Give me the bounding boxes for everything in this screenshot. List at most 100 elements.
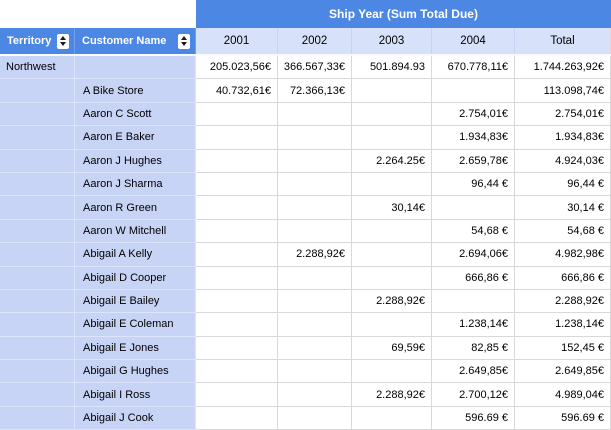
- value-cell-total: 666,86 €: [515, 266, 611, 290]
- value-cell-2001: [196, 149, 278, 173]
- value-cell-2004: 54,68 €: [432, 219, 515, 244]
- value-cell-2001: [196, 336, 278, 361]
- value-cell-2003: 501.894.93: [352, 56, 432, 80]
- table-row: Aaron W Mitchell 54,68 € 54,68 €: [0, 219, 611, 244]
- table-row: Aaron R Green 30,14€ 30,14 €: [0, 196, 611, 220]
- value-cell-total: 1.934,83€: [515, 126, 611, 150]
- table-row: A Bike Store 40.732,61€ 72.366,13€ 113.0…: [0, 79, 611, 103]
- territory-cell: [0, 219, 75, 244]
- territory-cell: [0, 360, 75, 384]
- value-cell-2002: [278, 219, 352, 244]
- table-row: Aaron C Scott 2.754,01€ 2.754,01€: [0, 102, 611, 127]
- value-cell-2003: 69,59€: [352, 336, 432, 361]
- table-row: Abigail G Hughes 2.649,85€ 2.649,85€: [0, 360, 611, 384]
- territory-cell: [0, 336, 75, 361]
- value-cell-2004: 2.659,78€: [432, 149, 515, 173]
- value-cell-2003: 30,14€: [352, 196, 432, 220]
- table-row: Aaron E Baker 1.934,83€ 1.934,83€: [0, 126, 611, 150]
- territory-sort-button[interactable]: [57, 33, 69, 49]
- territory-cell: [0, 406, 75, 430]
- value-cell-2002: [278, 383, 352, 407]
- table-row: Abigail A Kelly 2.288,92€ 2.694,06€ 4.98…: [0, 243, 611, 267]
- value-cell-2002: 72.366,13€: [278, 79, 352, 103]
- value-cell-total: 1.238,14€: [515, 313, 611, 337]
- value-cell-2003: [352, 243, 432, 267]
- value-cell-total: 4.924,03€: [515, 149, 611, 173]
- value-cell-total: 4.982,98€: [515, 243, 611, 267]
- table-row: Northwest 205.023,56€ 366.567,33€ 501.89…: [0, 56, 611, 80]
- sort-desc-icon: [181, 42, 187, 46]
- value-cell-2004: 82,85 €: [432, 336, 515, 361]
- value-cell-2003: [352, 102, 432, 127]
- territory-cell: [0, 383, 75, 407]
- value-cell-2003: [352, 406, 432, 430]
- customer-name-sort-button[interactable]: [178, 33, 190, 49]
- value-cell-total: 2.649,85€: [515, 360, 611, 384]
- group-header-row: Ship Year (Sum Total Due): [0, 0, 611, 28]
- ship-year-group-header: Ship Year (Sum Total Due): [196, 0, 611, 28]
- value-cell-2002: 2.288,92€: [278, 243, 352, 267]
- value-cell-2003: [352, 360, 432, 384]
- value-cell-2002: [278, 196, 352, 220]
- value-cell-2001: 40.732,61€: [196, 79, 278, 103]
- customer-name-column-header[interactable]: Customer Name: [75, 28, 196, 54]
- value-cell-2004: 1.238,14€: [432, 313, 515, 337]
- column-header-total: Total: [515, 28, 611, 54]
- value-cell-2002: [278, 406, 352, 430]
- customer-name-cell: Abigail E Bailey: [75, 289, 196, 314]
- column-header-2002: 2002: [278, 28, 352, 54]
- value-cell-2002: [278, 266, 352, 290]
- sort-asc-icon: [60, 36, 66, 40]
- territory-cell: [0, 243, 75, 267]
- territory-cell: Northwest: [0, 56, 75, 80]
- value-cell-total: 54,68 €: [515, 219, 611, 244]
- value-cell-2001: [196, 360, 278, 384]
- territory-cell: [0, 172, 75, 197]
- value-cell-total: 1.744.263,92€: [515, 56, 611, 80]
- territory-cell: [0, 313, 75, 337]
- territory-cell: [0, 266, 75, 290]
- territory-header-label: Territory: [7, 35, 52, 47]
- value-cell-2002: [278, 313, 352, 337]
- value-cell-2001: [196, 266, 278, 290]
- value-cell-total: 113.098,74€: [515, 79, 611, 103]
- value-cell-2001: [196, 126, 278, 150]
- territory-cell: [0, 102, 75, 127]
- table-body: Northwest 205.023,56€ 366.567,33€ 501.89…: [0, 56, 611, 430]
- value-cell-2003: 2.288,92€: [352, 383, 432, 407]
- territory-cell: [0, 289, 75, 314]
- value-cell-total: 2.754,01€: [515, 102, 611, 127]
- territory-column-header[interactable]: Territory: [0, 28, 75, 54]
- value-cell-total: 96,44 €: [515, 172, 611, 197]
- territory-cell: [0, 149, 75, 173]
- value-cell-2001: [196, 172, 278, 197]
- value-cell-2003: 2.264.25€: [352, 149, 432, 173]
- customer-name-cell: Aaron R Green: [75, 196, 196, 220]
- value-cell-2004: 2.700,12€: [432, 383, 515, 407]
- value-cell-2003: [352, 172, 432, 197]
- customer-name-cell: Abigail A Kelly: [75, 243, 196, 267]
- table-row: Aaron J Hughes 2.264.25€ 2.659,78€ 4.924…: [0, 149, 611, 173]
- value-cell-2004: [432, 79, 515, 103]
- customer-name-cell: Abigail G Hughes: [75, 360, 196, 384]
- customer-name-cell: Abigail D Cooper: [75, 266, 196, 290]
- value-cell-total: 152,45 €: [515, 336, 611, 361]
- value-cell-2004: [432, 289, 515, 314]
- value-cell-2004: 596.69 €: [432, 406, 515, 430]
- value-cell-total: 596.69 €: [515, 406, 611, 430]
- customer-name-cell: Aaron W Mitchell: [75, 219, 196, 244]
- value-cell-2004: 666,86 €: [432, 266, 515, 290]
- territory-cell: [0, 196, 75, 220]
- table-row: Aaron J Sharma 96,44 € 96,44 €: [0, 172, 611, 197]
- customer-name-header-label: Customer Name: [82, 35, 167, 47]
- value-cell-2003: [352, 126, 432, 150]
- value-cell-2004: [432, 196, 515, 220]
- value-cell-2001: [196, 196, 278, 220]
- table-row: Abigail E Bailey 2.288,92€ 2.288,92€: [0, 289, 611, 314]
- customer-name-cell: Abigail E Coleman: [75, 313, 196, 337]
- table-row: Abigail J Cook 596.69 € 596.69 €: [0, 406, 611, 430]
- table-row: Abigail I Ross 2.288,92€ 2.700,12€ 4.989…: [0, 383, 611, 407]
- value-cell-2002: [278, 336, 352, 361]
- customer-name-cell: Abigail J Cook: [75, 406, 196, 430]
- table-row: Abigail D Cooper 666,86 € 666,86 €: [0, 266, 611, 290]
